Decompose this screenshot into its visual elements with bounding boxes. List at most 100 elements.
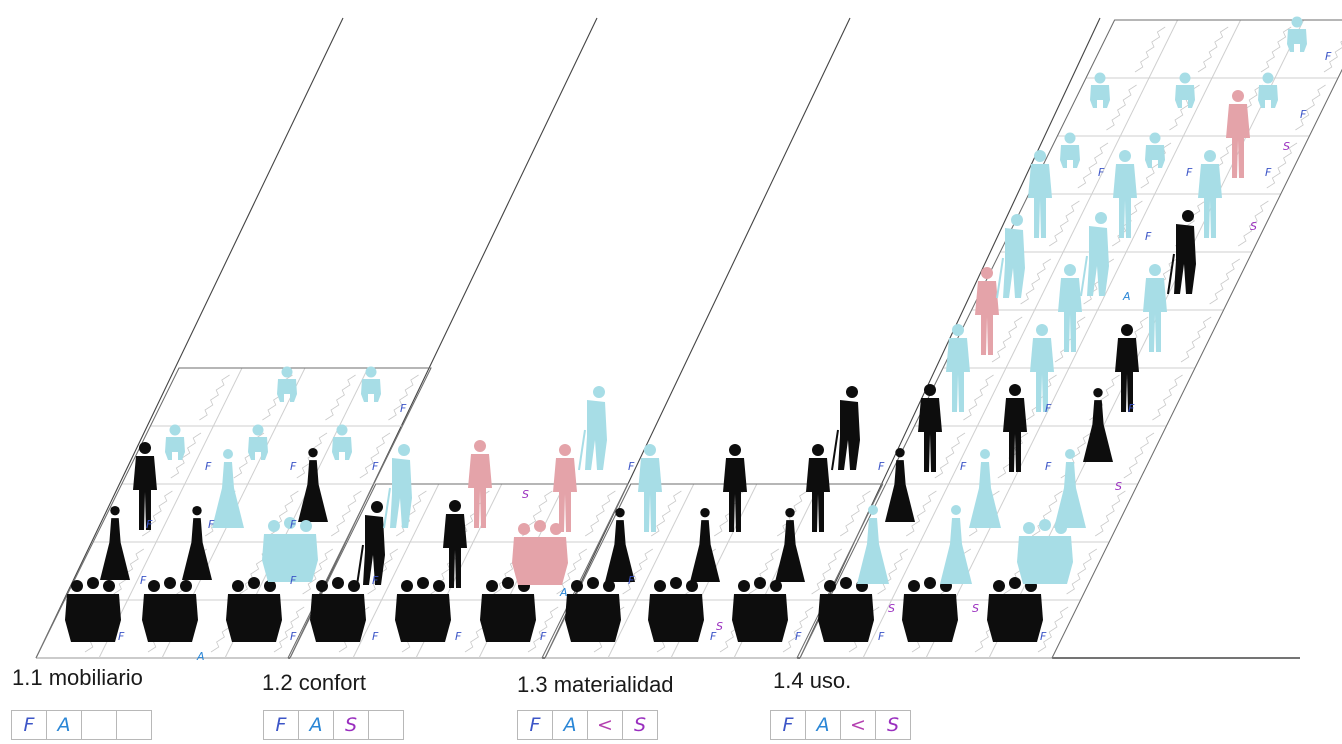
body-shape (298, 460, 328, 522)
zigzag-hatch (584, 490, 616, 537)
dress-person-icon (298, 447, 328, 522)
head-shape (164, 577, 176, 589)
bodies-shape (987, 594, 1043, 642)
cell-mark-glyph: F (146, 518, 153, 531)
elderly-cane-person-icon (1167, 210, 1196, 295)
body-shape (605, 520, 635, 582)
head-shape (1095, 212, 1107, 224)
head-shape (103, 580, 115, 592)
body-shape (775, 520, 805, 582)
standing-person-icon (975, 267, 999, 355)
head-shape (559, 444, 571, 456)
group-people-icon (310, 577, 366, 642)
body-shape (838, 400, 860, 470)
standing-person-icon (723, 444, 747, 532)
zigzag-hatch (1066, 548, 1098, 595)
zigzag-hatch (963, 374, 994, 421)
zigzag-hatch (302, 548, 334, 595)
cell-mark-glyph: S (716, 620, 723, 633)
standing-person-icon (918, 384, 942, 472)
head-shape (449, 500, 461, 512)
legend-cell (368, 710, 404, 740)
cell-mark-glyph: F (400, 402, 407, 415)
cell-mark-glyph: F (1145, 230, 1152, 243)
zigzag-hatch (527, 606, 559, 653)
cell-mark-glyph: F (710, 630, 717, 643)
head-shape (474, 440, 486, 452)
head-shape (571, 580, 583, 592)
body-shape (1030, 338, 1054, 412)
head-shape (654, 580, 666, 592)
body-shape (1058, 278, 1082, 352)
legend-cell: A (552, 710, 588, 740)
head-shape (1009, 384, 1021, 396)
body-shape (690, 520, 720, 582)
head-shape (644, 444, 656, 456)
zigzag-hatch (359, 432, 391, 479)
zigzag-hatch (1323, 40, 1342, 73)
group-people-icon (262, 517, 318, 582)
cane-shape (578, 429, 586, 471)
bodies-shape (480, 594, 536, 642)
seated-person-icon (248, 424, 268, 460)
body-shape (468, 454, 492, 528)
cell-mark-glyph: S (972, 602, 979, 615)
zigzag-hatch (905, 490, 937, 537)
body-shape (1226, 104, 1250, 178)
dress-person-icon (212, 449, 244, 528)
head-shape (981, 267, 993, 279)
head-shape (895, 447, 905, 458)
zigzag-hatch (113, 548, 145, 595)
stage-1-4-label: 1.4 uso. (773, 668, 852, 693)
cell-mark-glyph: F (1128, 402, 1135, 415)
body-shape (332, 437, 352, 460)
body-shape (806, 458, 830, 532)
standing-person-icon (1028, 150, 1052, 238)
head-shape (336, 424, 348, 436)
group-people-icon (1017, 519, 1073, 584)
cell-mark-glyph: F (960, 460, 967, 473)
cell-mark-glyph: F (1300, 108, 1307, 121)
cell-mark-glyph: S (888, 602, 895, 615)
body-shape (1174, 224, 1196, 294)
standing-person-icon (1030, 324, 1054, 412)
bodies-shape (262, 534, 318, 582)
head-shape (1093, 387, 1103, 398)
group-people-icon (65, 577, 121, 642)
head-shape (924, 577, 936, 589)
head-shape (401, 580, 413, 592)
zigzag-hatch (1123, 432, 1155, 479)
body-shape (723, 458, 747, 532)
slant-guide-line (35, 17, 344, 659)
cell-mark-glyph: F (1045, 402, 1052, 415)
legend-cell: F (517, 710, 553, 740)
zigzag-hatch (839, 490, 871, 537)
head-shape (868, 505, 878, 515)
zigzag-hatch (1237, 200, 1269, 247)
grid-line (352, 483, 440, 659)
head-shape (223, 449, 233, 459)
standing-person-icon (443, 500, 467, 588)
body-shape (1060, 145, 1080, 168)
seated-person-icon (277, 366, 297, 402)
head-shape (952, 324, 964, 336)
head-shape (1064, 132, 1076, 144)
body-shape (553, 458, 577, 532)
zigzag-hatch (1037, 606, 1069, 653)
legend-cell: A (46, 710, 82, 740)
head-shape (729, 444, 741, 456)
head-shape (502, 577, 514, 589)
body-shape (182, 518, 212, 580)
group-people-icon (648, 577, 704, 642)
head-shape (398, 444, 410, 456)
dress-person-icon (182, 505, 212, 580)
legend-cell (116, 710, 152, 740)
body-shape (133, 456, 157, 530)
cell-mark-glyph: F (290, 518, 297, 531)
cell-mark-glyph: S (1115, 480, 1122, 493)
cell-mark-glyph: F (208, 518, 215, 531)
legend-cell: S (622, 710, 658, 740)
seated-person-icon (361, 366, 381, 402)
body-shape (363, 515, 385, 585)
